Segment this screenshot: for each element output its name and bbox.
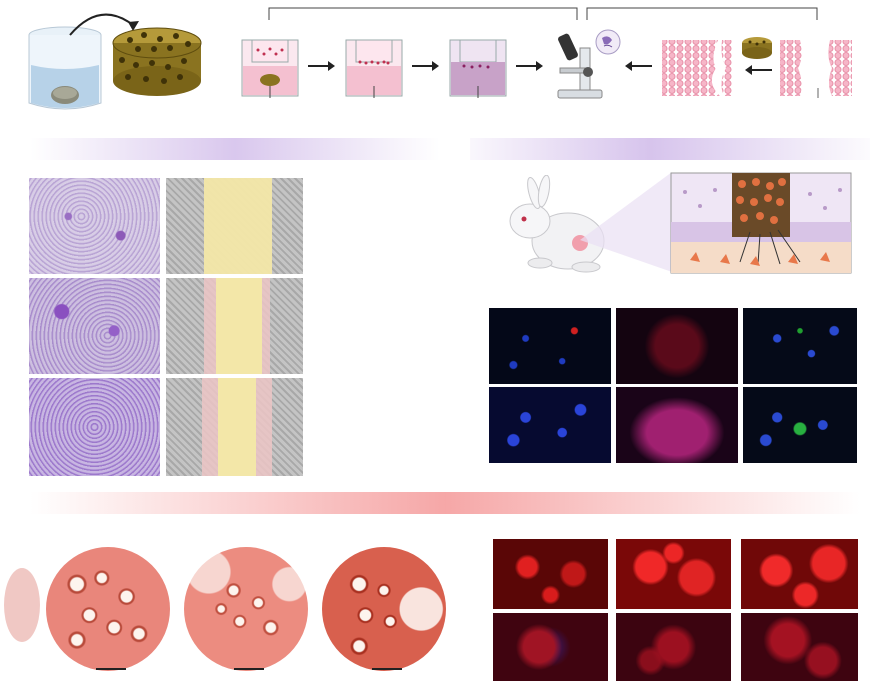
transwell-icon-1	[241, 39, 299, 98]
crystal-violet-image-3	[28, 377, 161, 477]
purple-band-left	[30, 138, 440, 160]
purple-band-right	[470, 138, 870, 160]
curved-arrow-icon	[69, 13, 139, 36]
histology-image-2	[184, 547, 308, 671]
fluor-image-1	[488, 307, 612, 385]
scale-bar-1	[96, 668, 126, 670]
scaffold-small-icon	[742, 37, 772, 59]
arrow-icon-3	[516, 61, 543, 71]
crystal-violet-image-2	[28, 277, 161, 375]
red-fluor-image-1	[492, 538, 609, 610]
cartilage-section-icon	[670, 172, 852, 274]
tissue-oval-icon	[4, 568, 40, 642]
red-fluor-image-3	[740, 538, 859, 610]
arrow-icon-5	[745, 65, 772, 75]
scaffold-icon	[112, 27, 202, 96]
arrow-icon-4	[625, 61, 652, 71]
red-band	[30, 492, 860, 514]
histology-image-1	[46, 547, 170, 671]
fluor-image-3	[742, 307, 858, 385]
scratch-image-3	[165, 377, 304, 477]
red-fluor-image-2	[615, 538, 732, 610]
histology-image-3	[322, 547, 446, 671]
fluor-image-6	[742, 386, 858, 464]
scratch-image-1	[165, 177, 304, 275]
fluor-image-5	[615, 386, 739, 464]
red-fluor-image-5	[615, 612, 732, 682]
tissue-icon-2	[780, 40, 852, 98]
tissue-icon-1	[662, 40, 732, 96]
rabbit-icon	[509, 175, 605, 273]
fluor-image-2	[615, 307, 739, 385]
transwell-icon-3	[449, 39, 507, 98]
fluor-image-4	[488, 386, 612, 464]
scratch-image-2	[165, 277, 304, 375]
scale-bar-3	[372, 668, 402, 670]
red-fluor-image-4	[492, 612, 609, 682]
transwell-icon-2	[345, 39, 403, 98]
magnify-cone	[580, 172, 672, 272]
red-fluor-image-6	[740, 612, 859, 682]
arrow-icon-1	[308, 61, 335, 71]
beaker-icon	[28, 26, 102, 110]
arrow-icon-2	[412, 61, 439, 71]
scale-bar-2	[234, 668, 264, 670]
microscope-icon	[557, 29, 621, 99]
crystal-violet-image-1	[28, 177, 161, 275]
bracket-lines	[268, 7, 818, 20]
